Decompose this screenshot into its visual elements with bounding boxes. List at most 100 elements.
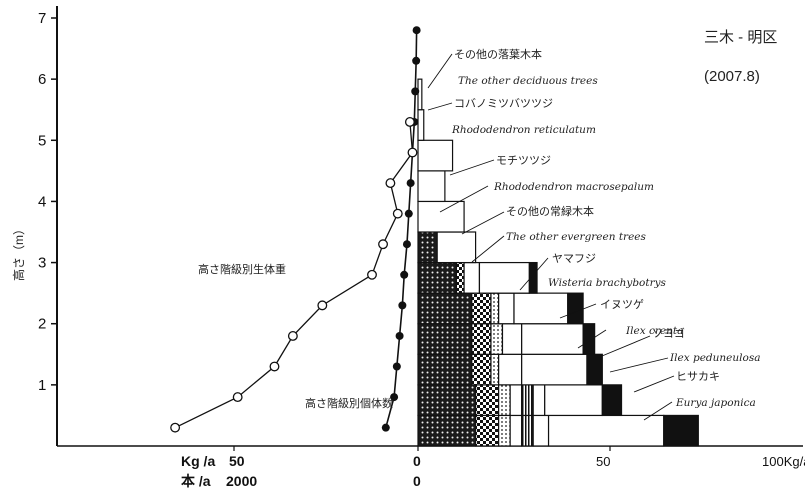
- layer-segment: [417, 200, 465, 233]
- zero-tick-top: 0: [413, 453, 421, 469]
- zero-tick-bottom: 0: [413, 473, 421, 489]
- connector-line: [461, 211, 505, 235]
- count-point: [400, 270, 409, 279]
- layer-segment: [490, 353, 500, 386]
- layer-segment: [663, 414, 699, 447]
- count-point: [404, 209, 413, 218]
- layer-segment: [417, 292, 473, 325]
- layer-segment: [501, 323, 523, 355]
- connector-line: [471, 235, 505, 263]
- connector-line: [439, 185, 489, 213]
- layer-segment: [498, 292, 515, 325]
- connector-line: [577, 329, 607, 349]
- y-tick-label: 3: [38, 255, 46, 272]
- species-1-ja: コバノミツバツツジ: [454, 97, 553, 110]
- species-5-ja: イヌツゲ: [600, 298, 644, 311]
- y-tick-label: 1: [38, 377, 46, 394]
- count-point: [411, 87, 420, 96]
- layer-segment: [417, 231, 438, 264]
- layer-segment: [509, 414, 523, 447]
- connector-line: [609, 357, 669, 373]
- y-tick-label: 5: [38, 132, 46, 149]
- layer-segment: [471, 353, 492, 386]
- layer-segment: [463, 261, 481, 294]
- layer-segment: [436, 231, 477, 264]
- biomass-point: [407, 147, 418, 158]
- connector-line: [559, 303, 597, 319]
- count-point: [406, 179, 415, 188]
- left-unit-count: 本 /a: [181, 473, 211, 489]
- biomass-point: [317, 300, 328, 311]
- connector-line: [519, 257, 549, 291]
- biomass-series-label: 高さ階級別生体重: [198, 262, 286, 276]
- connector-line: [643, 401, 673, 421]
- biomass-point: [269, 361, 280, 372]
- layer-segment: [490, 292, 500, 325]
- y-tick-label: 7: [38, 10, 46, 27]
- species-0-en: The other deciduous trees: [458, 75, 598, 87]
- biomass-point: [378, 239, 388, 250]
- count-point: [412, 26, 421, 35]
- layer-segment: [532, 414, 550, 447]
- layer-segment: [478, 261, 530, 294]
- layer-segment: [417, 353, 473, 386]
- connector-line: [601, 335, 651, 357]
- site-label: 三木 - 明区: [704, 29, 777, 46]
- layer-segment: [544, 384, 603, 417]
- layer-segment: [475, 414, 500, 447]
- layer-segment: [498, 384, 511, 417]
- layer-segment: [417, 109, 425, 141]
- biomass-point: [232, 392, 243, 403]
- count-point: [398, 301, 407, 310]
- count-point: [402, 240, 411, 249]
- connector-line: [427, 102, 453, 111]
- count-point: [392, 362, 401, 371]
- layer-segment: [490, 323, 504, 355]
- layer-segment: [475, 384, 500, 417]
- biomass-point: [404, 116, 415, 127]
- layer-segment: [528, 261, 538, 294]
- count-point: [390, 393, 399, 402]
- right-tick-100: 100Kg/a: [762, 454, 805, 469]
- biomass-point: [170, 422, 181, 433]
- layer-segment: [532, 384, 546, 417]
- layer-segment: [417, 323, 473, 355]
- layer-segment: [586, 353, 603, 386]
- species-3-en: The other evergreen trees: [506, 231, 647, 243]
- layer-segment: [498, 353, 523, 386]
- biomass-point: [392, 208, 403, 219]
- species-3-ja: その他の常緑木本: [506, 204, 594, 218]
- species-6-ja: ソヨゴ: [652, 326, 685, 340]
- species-4-ja: ヤマフジ: [552, 253, 596, 265]
- species-6-en: Ilex peduneulosa: [669, 352, 760, 364]
- y-axis-label: 高さ（m）: [11, 223, 26, 281]
- left-unit-kg: Kg /a: [181, 453, 215, 469]
- count-point: [395, 331, 404, 340]
- count-series-label: 高さ階級別個体数: [305, 396, 393, 410]
- species-2-ja: モチツツジ: [496, 154, 551, 167]
- count-series-line: [385, 30, 418, 428]
- biomass-point: [367, 269, 377, 280]
- right-tick-50: 50: [596, 454, 610, 469]
- count-point: [412, 56, 421, 65]
- layer-segment: [417, 384, 477, 417]
- layer-segment: [521, 384, 534, 417]
- count-point: [381, 423, 390, 432]
- layer-segment: [417, 139, 454, 172]
- layer-segment: [471, 292, 492, 325]
- species-0-ja: その他の落葉木本: [454, 47, 542, 61]
- biomass-point: [287, 330, 298, 341]
- species-2-en: Rhododendron macrosepalum: [493, 181, 654, 193]
- label-connectors: [427, 53, 675, 421]
- series-lines: [170, 26, 421, 433]
- y-tick-label: 6: [38, 71, 46, 88]
- layer-segment: [471, 323, 492, 355]
- layer-segment: [567, 292, 584, 325]
- layer-segment: [417, 414, 477, 447]
- layer-segment: [521, 414, 534, 447]
- connector-line: [427, 53, 453, 89]
- layer-segment: [498, 414, 511, 447]
- left-tick-count: 2000: [226, 473, 257, 489]
